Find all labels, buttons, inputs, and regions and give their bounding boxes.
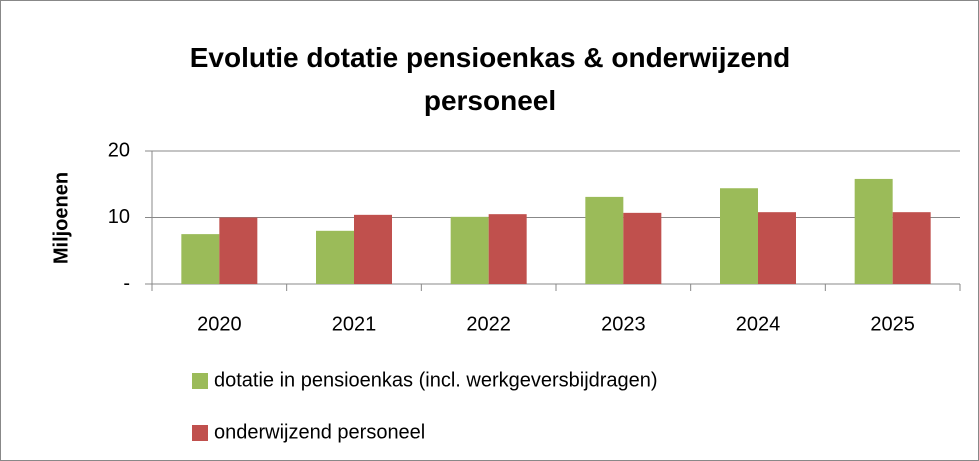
y-tick-label: 10 bbox=[108, 206, 130, 228]
bar bbox=[316, 230, 354, 284]
bar bbox=[585, 196, 624, 284]
y-tick-label: 20 bbox=[108, 139, 130, 161]
bar bbox=[181, 234, 220, 284]
bar bbox=[354, 214, 392, 284]
chart-title: Evolutie dotatie pensioenkas & onderwijz… bbox=[189, 42, 791, 116]
x-tick-label: 2022 bbox=[466, 313, 511, 335]
bar bbox=[720, 188, 758, 284]
bar bbox=[892, 212, 931, 284]
y-axis-label: Miljoenen bbox=[50, 172, 72, 264]
x-tick-label: 2025 bbox=[870, 313, 915, 335]
bar bbox=[623, 212, 662, 284]
bar bbox=[854, 178, 893, 284]
x-tick-label: 2024 bbox=[736, 313, 781, 335]
y-tick-label: - bbox=[123, 272, 130, 294]
legend-label: onderwijzend personeel bbox=[214, 421, 425, 443]
legend-swatch bbox=[192, 425, 208, 441]
x-tick-label: 2021 bbox=[332, 313, 377, 335]
bar bbox=[488, 214, 527, 284]
x-tick-label: 2023 bbox=[601, 313, 646, 335]
bar bbox=[219, 217, 258, 284]
legend-swatch bbox=[192, 373, 208, 389]
x-tick-label: 2020 bbox=[197, 313, 242, 335]
legend-label: dotatie in pensioenkas (incl. werkgevers… bbox=[214, 369, 658, 391]
bar bbox=[450, 216, 489, 284]
bar bbox=[758, 212, 796, 284]
